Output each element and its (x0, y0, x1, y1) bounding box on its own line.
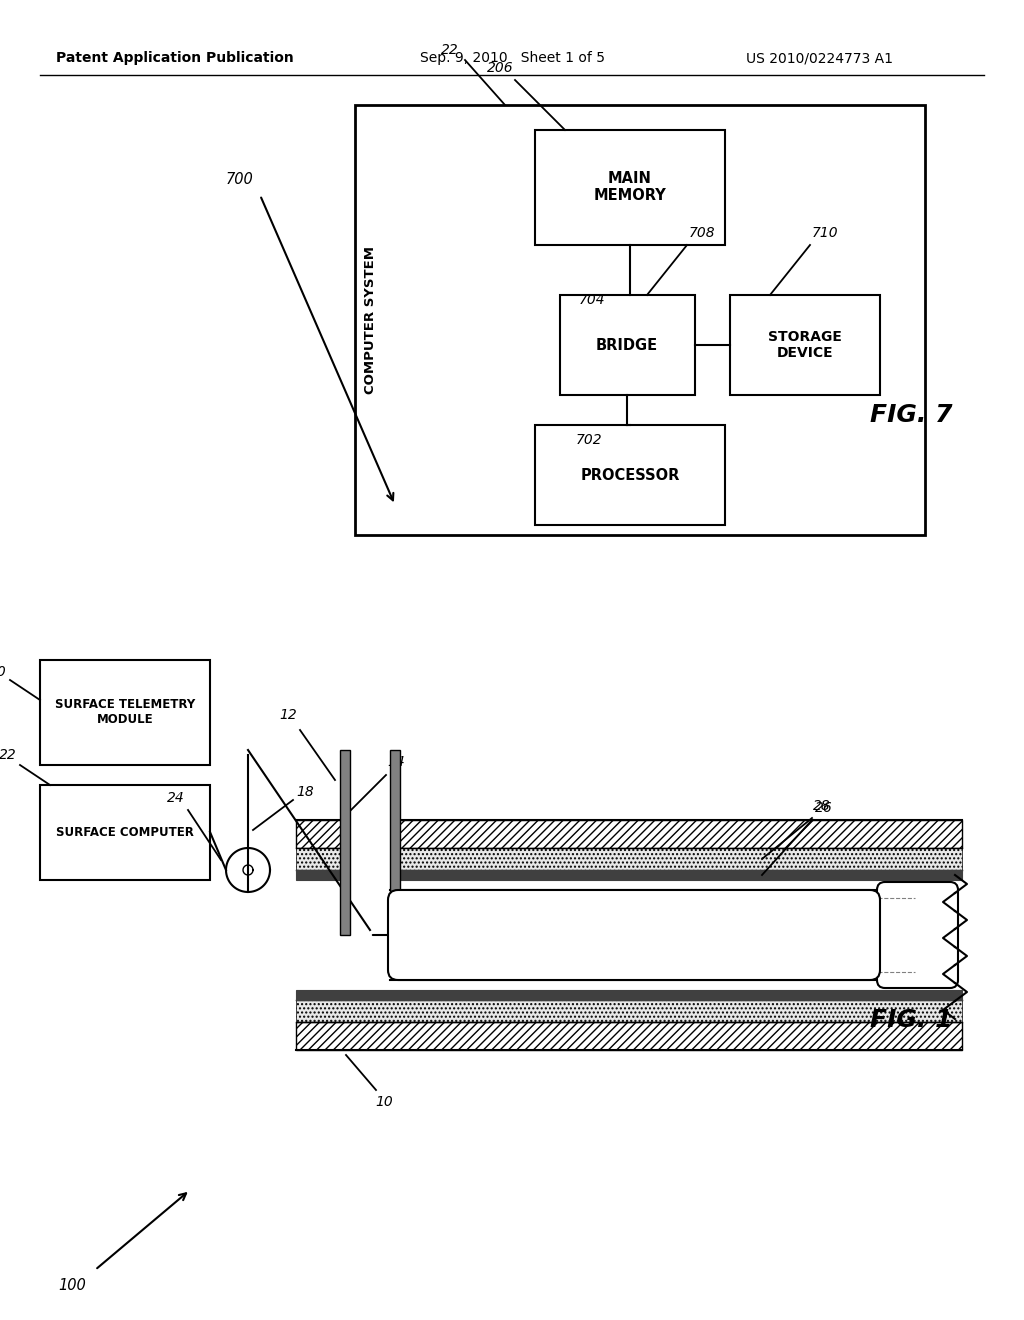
Text: 24: 24 (167, 791, 185, 805)
Bar (535, 425, 725, 525)
Text: COMPUTER SYSTEM: COMPUTER SYSTEM (364, 246, 377, 393)
Bar (296, 870, 962, 880)
Text: 12: 12 (280, 708, 297, 722)
Text: US 2010/0224773 A1: US 2010/0224773 A1 (746, 51, 894, 65)
Text: 16: 16 (624, 927, 645, 944)
Bar (350, 750, 390, 935)
Bar (560, 294, 695, 395)
Text: Patent Application Publication: Patent Application Publication (56, 51, 294, 65)
Text: FIG. 1: FIG. 1 (870, 1008, 952, 1032)
Text: 26: 26 (815, 801, 833, 814)
Bar (730, 294, 880, 395)
Text: 20: 20 (0, 665, 7, 678)
Text: 710: 710 (812, 226, 839, 240)
Text: 704: 704 (579, 293, 605, 308)
Bar (340, 750, 350, 935)
FancyBboxPatch shape (388, 890, 880, 979)
Text: 28: 28 (813, 799, 830, 813)
Bar (40, 785, 210, 880)
Text: 10: 10 (375, 1096, 393, 1109)
FancyBboxPatch shape (877, 882, 958, 987)
Bar (296, 820, 962, 847)
Text: 708: 708 (689, 226, 716, 240)
Bar (296, 880, 962, 990)
Bar (296, 990, 962, 1001)
Text: 14: 14 (387, 755, 404, 770)
Text: 206: 206 (486, 61, 513, 75)
Text: 702: 702 (575, 433, 602, 447)
Text: SURFACE TELEMETRY
MODULE: SURFACE TELEMETRY MODULE (55, 698, 196, 726)
Text: PROCESSOR: PROCESSOR (581, 467, 680, 483)
Text: 22: 22 (0, 748, 16, 762)
Bar (355, 106, 925, 535)
Bar (296, 1022, 962, 1049)
Text: Sep. 9, 2010   Sheet 1 of 5: Sep. 9, 2010 Sheet 1 of 5 (420, 51, 604, 65)
Text: 18: 18 (296, 785, 314, 799)
Text: BRIDGE: BRIDGE (596, 338, 658, 352)
Bar (296, 1001, 962, 1022)
Bar (296, 847, 962, 870)
Bar (535, 129, 725, 246)
Text: 700: 700 (226, 173, 254, 187)
Text: SURFACE COMPUTER: SURFACE COMPUTER (56, 825, 194, 838)
Bar (390, 750, 400, 935)
Bar (40, 660, 210, 766)
Text: FIG. 7: FIG. 7 (870, 403, 952, 426)
Text: 100: 100 (58, 1278, 86, 1292)
Text: 22: 22 (441, 44, 459, 57)
Text: MAIN
MEMORY: MAIN MEMORY (594, 170, 667, 203)
Text: STORAGE
DEVICE: STORAGE DEVICE (768, 330, 842, 360)
